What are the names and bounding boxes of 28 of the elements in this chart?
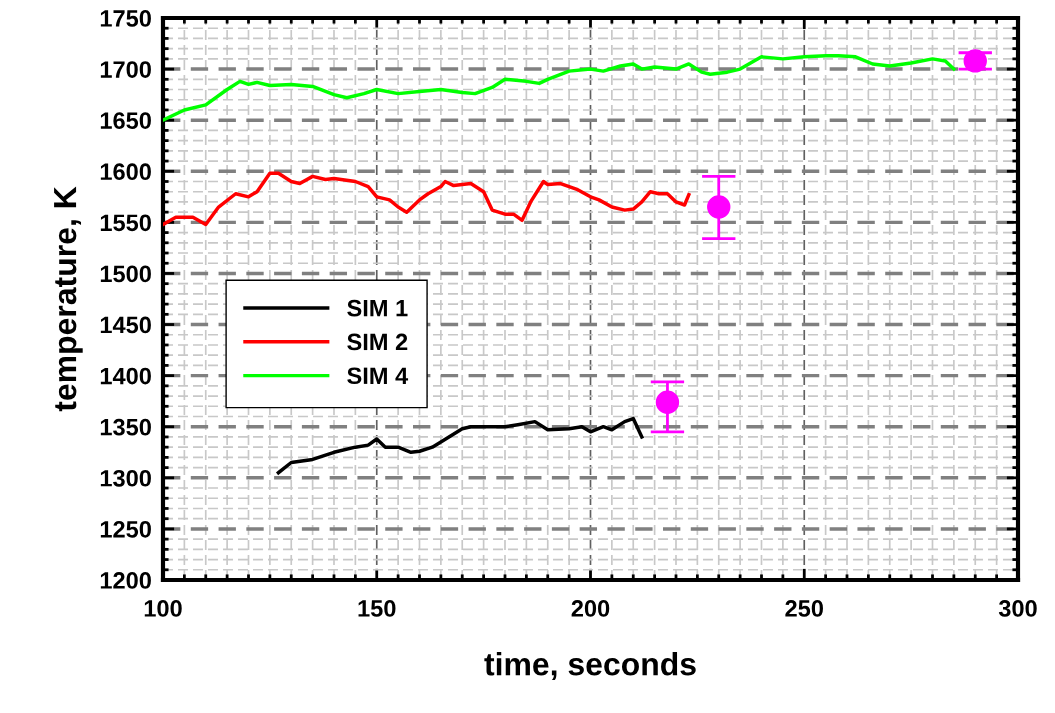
point [963, 49, 987, 73]
legend-label: SIM 1 [347, 299, 408, 317]
x-tick-label: 150 [358, 600, 396, 617]
x-tick-label: 100 [144, 600, 182, 617]
y-tick-label: 1450 [100, 316, 151, 334]
x-axis-title: time, seconds [484, 652, 696, 681]
x-tick-label: 200 [571, 600, 610, 617]
y-tick-label: 1650 [100, 112, 151, 129]
point [655, 390, 680, 414]
y-tick-label: 1400 [100, 367, 151, 385]
y-tick-label: 1550 [100, 214, 151, 232]
y-axis-title: temperature, K [54, 186, 83, 412]
point [707, 195, 731, 219]
legend-label: SIM 2 [347, 333, 408, 351]
y-tick-label: 1350 [100, 418, 151, 436]
x-tick-label: 300 [998, 600, 1037, 617]
y-tick-label: 1500 [100, 265, 151, 283]
line-series [163, 54, 956, 122]
line-series [163, 171, 691, 227]
y-tick-label: 1600 [100, 163, 151, 181]
y-tick-label: 1700 [100, 61, 151, 78]
line-series [276, 416, 644, 475]
x-tick-label: 250 [785, 600, 823, 617]
y-tick-label: 1300 [100, 469, 151, 487]
y-tick-label: 1750 [100, 10, 151, 27]
y-tick-label: 1200 [100, 572, 151, 589]
y-tick-label: 1250 [100, 520, 151, 538]
legend-label: SIM 4 [347, 367, 409, 385]
